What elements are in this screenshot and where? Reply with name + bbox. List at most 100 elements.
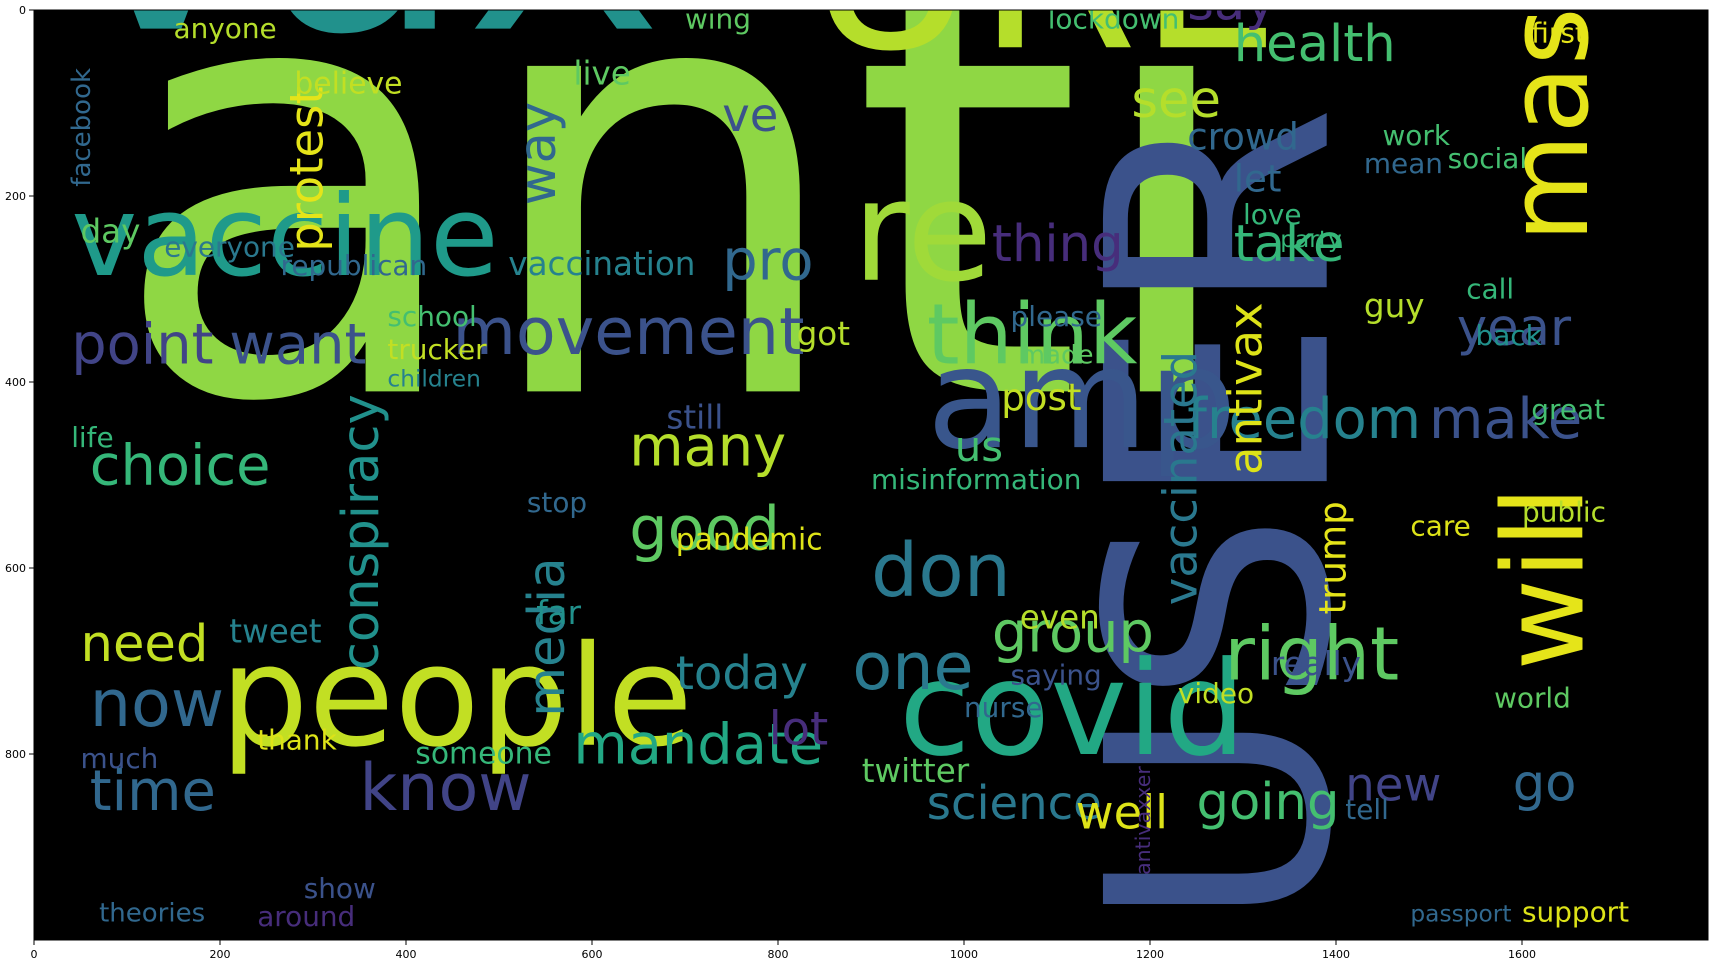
- word-us: us: [955, 422, 1003, 471]
- word-well: well: [1076, 785, 1168, 839]
- word-school: school: [387, 300, 476, 333]
- word-please: please: [1011, 300, 1102, 333]
- word-conspiracy: conspiracy: [331, 394, 391, 670]
- word-someone: someone: [415, 736, 552, 771]
- word-party: party: [1280, 226, 1342, 253]
- word-work: work: [1383, 119, 1451, 152]
- word-much: much: [81, 742, 159, 775]
- word-care: care: [1410, 510, 1470, 543]
- word-misinformation: misinformation: [871, 463, 1081, 496]
- word-one: one: [852, 630, 973, 705]
- word-even: even: [1020, 599, 1100, 637]
- x-tick-label: 1000: [950, 948, 978, 961]
- word-think: think: [927, 285, 1138, 383]
- word-want: want: [229, 312, 366, 377]
- word-movement: movement: [453, 295, 805, 370]
- word-lockdown: lockdown: [1048, 3, 1180, 36]
- y-tick-label: 800: [5, 748, 26, 761]
- word-know: know: [360, 751, 532, 826]
- word-don: don: [871, 527, 1011, 614]
- word-lot: lot: [769, 702, 829, 756]
- x-tick-label: 200: [210, 948, 231, 961]
- word-everyone: everyone: [164, 231, 295, 264]
- word-love: love: [1243, 198, 1301, 231]
- word-antivaxxer: antivaxxer: [1131, 766, 1155, 875]
- word-children: children: [387, 366, 480, 393]
- word-tweet: tweet: [229, 612, 321, 650]
- word-good: good: [629, 494, 780, 564]
- word-really: really: [1271, 645, 1361, 683]
- word-protest: protest: [279, 86, 333, 251]
- word-covid: covid: [899, 633, 1246, 785]
- word-day: day: [81, 213, 141, 251]
- word-first: first: [1531, 17, 1586, 50]
- word-crowd: crowd: [1187, 115, 1299, 159]
- plot-area: [34, 10, 1708, 940]
- word-user: USER: [1043, 104, 1400, 931]
- word-choice: choice: [90, 433, 271, 498]
- word-support: support: [1522, 895, 1629, 928]
- word-vaccine: vaccine: [71, 172, 499, 302]
- word-amp: amp: [927, 318, 1237, 480]
- word-ve: ve: [722, 88, 778, 142]
- x-tick-label: 0: [31, 948, 38, 961]
- word-around: around: [257, 900, 355, 933]
- axes-frame: [33, 9, 1709, 941]
- word-mask: mask: [1484, 0, 1614, 243]
- x-tick-label: 1400: [1322, 948, 1350, 961]
- word-republican: republican: [281, 249, 428, 282]
- word-anyone: anyone: [174, 12, 277, 45]
- word-point: point: [71, 312, 213, 377]
- word-pandemic: pandemic: [676, 522, 823, 557]
- word-still: still: [666, 399, 723, 437]
- x-tick-label: 1600: [1508, 948, 1536, 961]
- x-tick-label: 400: [396, 948, 417, 961]
- word-antivax: antivax: [1219, 302, 1273, 475]
- word-far: far: [536, 594, 581, 632]
- word-saying: saying: [1011, 658, 1102, 691]
- word-make: make: [1429, 387, 1582, 452]
- word-mean: mean: [1364, 147, 1443, 180]
- word-made: made: [1020, 340, 1094, 370]
- word-tell: tell: [1345, 793, 1389, 826]
- word-twitter: twitter: [862, 752, 970, 790]
- x-tick-label: 800: [768, 948, 789, 961]
- word-live: live: [573, 54, 630, 92]
- word-take: take: [1234, 214, 1345, 274]
- word-need: need: [81, 614, 209, 674]
- word-now: now: [90, 667, 224, 742]
- word-theories: theories: [99, 898, 205, 928]
- word-believe: believe: [294, 67, 402, 102]
- word-go: go: [1513, 754, 1577, 814]
- word-guy: guy: [1364, 287, 1425, 325]
- word-mandate: mandate: [573, 712, 823, 777]
- y-tick-label: 600: [5, 562, 26, 575]
- word-say: say: [1187, 0, 1275, 32]
- x-axis: 0 200 400 600 800 1000 1200 1400 1600: [31, 940, 1536, 961]
- word-vaccinated: vaccinated: [1154, 351, 1208, 605]
- word-video: video: [1178, 677, 1254, 710]
- word-thank: thank: [257, 723, 337, 756]
- word-great: great: [1531, 393, 1605, 426]
- word-thing: thing: [992, 214, 1124, 274]
- word-new: new: [1345, 758, 1441, 812]
- word-many: many: [629, 415, 786, 480]
- y-tick-label: 0: [19, 4, 26, 17]
- word-social: social: [1448, 142, 1528, 175]
- word-call: call: [1466, 272, 1514, 305]
- word-facebook: facebook: [67, 68, 97, 187]
- word-anti: anti: [108, 0, 1249, 532]
- word-wing: wing: [685, 3, 751, 36]
- word-passport: passport: [1410, 900, 1511, 927]
- word-year: year: [1457, 298, 1572, 358]
- y-tick-label: 400: [5, 376, 26, 389]
- word-going: going: [1197, 772, 1340, 832]
- word-trump: trump: [1310, 501, 1354, 614]
- word-health: health: [1234, 14, 1396, 74]
- word-time: time: [90, 759, 216, 824]
- word-will: will: [1480, 486, 1610, 670]
- word-public: public: [1522, 496, 1606, 529]
- word-got: got: [797, 315, 850, 353]
- word-today: today: [676, 646, 808, 700]
